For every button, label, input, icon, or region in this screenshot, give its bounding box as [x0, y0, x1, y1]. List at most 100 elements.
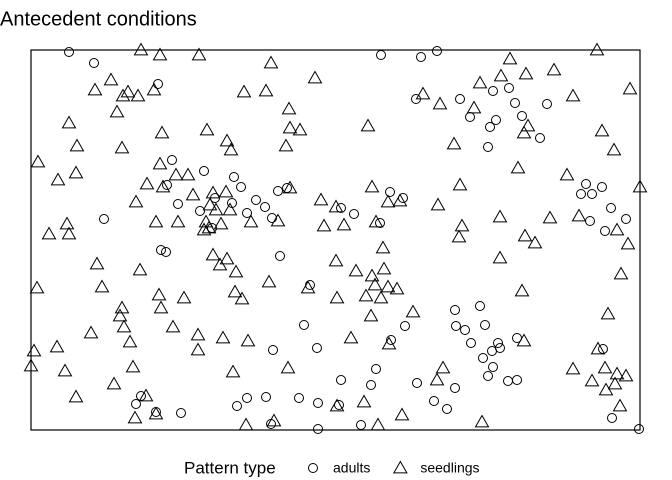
seedling-point: [493, 68, 509, 82]
adult-point: [385, 187, 395, 197]
seedling-point: [542, 210, 558, 224]
adult-point: [294, 393, 304, 403]
seedling-point: [622, 81, 638, 95]
seedling-point: [492, 209, 508, 223]
adult-point: [236, 182, 246, 192]
seedling-point: [356, 394, 372, 408]
seedling-point: [502, 51, 518, 65]
seedling-point: [41, 226, 57, 240]
seedling-point: [559, 167, 575, 181]
adult-point: [607, 413, 617, 423]
adult-point: [251, 195, 261, 205]
seedling-point: [225, 364, 241, 378]
adult-point: [512, 375, 522, 385]
adult-point: [167, 155, 177, 165]
seedling-point: [236, 84, 252, 98]
seedling-point: [128, 194, 144, 208]
seedling-point: [116, 319, 132, 333]
seedling-point: [381, 336, 397, 350]
seedling-point: [518, 66, 534, 80]
seedling-point: [168, 167, 184, 181]
adult-point: [261, 392, 271, 402]
seedling-point: [208, 202, 224, 216]
seedling-point: [472, 75, 488, 89]
seedling-point: [83, 325, 99, 339]
seedling-point: [607, 376, 623, 390]
adult-point: [587, 189, 597, 199]
adult-point: [597, 182, 607, 192]
seedling-point: [114, 300, 130, 314]
seedling-point: [258, 83, 274, 97]
seedling-point: [590, 341, 606, 355]
seedling-point: [394, 407, 410, 421]
adult-point: [366, 380, 376, 390]
adult-point: [460, 325, 470, 335]
adult-point: [485, 122, 495, 132]
seedling-point: [132, 262, 148, 276]
adult-point: [156, 245, 166, 255]
adult-point: [634, 424, 644, 434]
adult-point: [493, 338, 503, 348]
adult-point: [542, 99, 552, 109]
seedling-point: [336, 217, 352, 231]
adult-point: [600, 226, 610, 236]
seedling-point: [227, 284, 243, 298]
seedling-point: [380, 279, 396, 293]
adult-point: [491, 115, 501, 125]
seedling-point: [370, 417, 386, 431]
seedling-point: [240, 333, 256, 347]
seedling-point: [364, 268, 380, 282]
seedling-point: [29, 280, 45, 294]
adult-point: [455, 94, 465, 104]
adult-point: [466, 338, 476, 348]
seedling-point: [87, 82, 103, 96]
seedling-point: [430, 197, 446, 211]
seedling-point: [358, 288, 374, 302]
seedling-point: [30, 154, 46, 168]
adult-point: [487, 346, 497, 356]
seedling-point: [219, 133, 235, 147]
seedling-point: [613, 266, 629, 280]
adult-point: [376, 50, 386, 60]
adult-point: [450, 305, 460, 315]
seedling-point: [23, 358, 39, 372]
seedling-point: [364, 179, 380, 193]
adult-point: [371, 364, 381, 374]
seedling-point: [594, 123, 610, 137]
seedling-point: [415, 86, 431, 100]
seedling-point: [89, 256, 105, 270]
adult-point: [465, 112, 475, 122]
seedling-point: [510, 160, 526, 174]
seedling-point: [451, 229, 467, 243]
chart-title: Antecedent conditions: [0, 8, 197, 30]
seedling-point: [57, 363, 73, 377]
seedling-point: [281, 101, 297, 115]
seedling-point: [316, 218, 332, 232]
seedling-point: [261, 274, 277, 288]
seedling-point: [343, 330, 359, 344]
seedling-point: [454, 218, 470, 232]
seedling-point: [154, 125, 170, 139]
seedling-point: [122, 334, 138, 348]
seedling-point: [68, 165, 84, 179]
adult-point: [400, 321, 410, 331]
adult-point: [151, 407, 161, 417]
adult-point: [267, 213, 277, 223]
seedling-point: [589, 42, 605, 56]
seedling-point: [61, 115, 77, 129]
seedling-point: [139, 176, 155, 190]
seedling-point: [600, 306, 616, 320]
seedling-point: [125, 359, 141, 373]
adult-point: [432, 46, 442, 56]
seedling-point: [222, 202, 238, 216]
seedling-point: [127, 410, 143, 424]
seedling-point: [152, 47, 168, 61]
seedling-point: [155, 179, 171, 193]
seedling-point: [198, 214, 214, 228]
seedling-point: [446, 136, 462, 150]
adult-point: [375, 218, 385, 228]
seedling-point: [375, 240, 391, 254]
seedling-point: [133, 42, 149, 56]
seedling-point: [278, 138, 294, 152]
